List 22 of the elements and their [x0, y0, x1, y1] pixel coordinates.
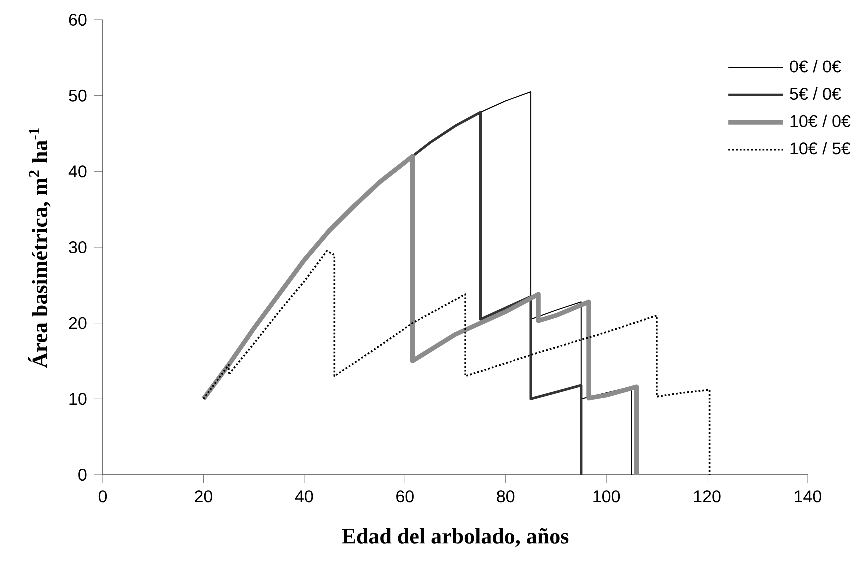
legend-label: 10€ / 0€: [790, 114, 851, 128]
x-tick-label: 40: [295, 490, 314, 503]
y-tick-label: 40: [68, 166, 87, 178]
y-tick-label: 0: [78, 468, 87, 481]
y-tick-label: 20: [69, 317, 87, 330]
x-tick-label: 140: [795, 490, 822, 503]
legend-label: 10€ / 5€: [790, 142, 851, 155]
line-series: [201, 154, 640, 475]
x-tick-label: 20: [195, 490, 213, 503]
legend-label: 5€ / 0€: [790, 88, 842, 100]
x-tick-label: 120: [694, 490, 721, 503]
x-tick-label: 100: [594, 490, 620, 503]
y-tick-label: 50: [69, 90, 87, 102]
legend-label: 0€ / 0€: [790, 60, 842, 73]
x-tick-label: 0: [98, 490, 108, 503]
y-tick-label: 60: [69, 14, 87, 26]
y-tick-label: 30: [69, 241, 87, 254]
x-tick-label: 60: [396, 490, 414, 503]
y-tick-label: 10: [70, 393, 87, 406]
x-axis-title: Edad del arbolado, años: [342, 528, 569, 548]
y-axis-title: Área basimétrica, m$^{2}$ ha$^{-1}$: [28, 128, 51, 368]
x-tick-label: 80: [497, 490, 515, 503]
